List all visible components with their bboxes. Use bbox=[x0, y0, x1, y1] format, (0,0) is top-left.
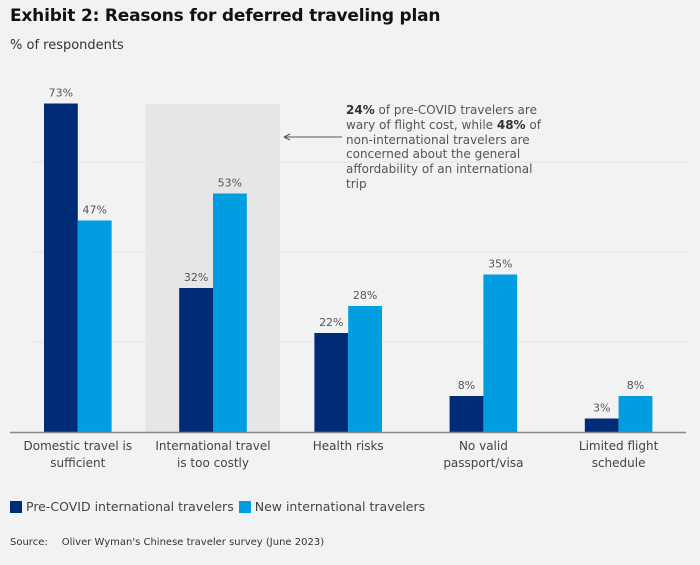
annotation-bold-1: 24% bbox=[346, 103, 375, 117]
annotation-text-2: of non-international travelers are conce… bbox=[346, 117, 541, 191]
bar bbox=[618, 396, 653, 432]
data-label: 22% bbox=[319, 316, 343, 329]
data-label: 35% bbox=[488, 258, 512, 271]
legend: Pre-COVID international travelers New in… bbox=[10, 499, 430, 514]
data-label: 73% bbox=[49, 87, 73, 100]
bar bbox=[449, 396, 484, 432]
bar bbox=[348, 306, 382, 432]
category-label: Limited flight bbox=[579, 439, 659, 453]
bar bbox=[483, 274, 518, 432]
legend-swatch-new bbox=[238, 500, 251, 513]
source-text: Oliver Wyman's Chinese traveler survey (… bbox=[61, 537, 325, 548]
bar bbox=[213, 193, 247, 432]
data-label: 8% bbox=[627, 379, 644, 392]
data-label: 32% bbox=[184, 271, 208, 284]
data-label: 8% bbox=[458, 379, 475, 392]
chart-title: Exhibit 2: Reasons for deferred travelin… bbox=[10, 6, 441, 26]
category-label: sufficient bbox=[50, 456, 105, 470]
legend-label-pre-covid: Pre-COVID international travelers bbox=[26, 499, 234, 514]
category-label: Health risks bbox=[313, 439, 384, 453]
category-label: is too costly bbox=[177, 456, 249, 470]
bar bbox=[179, 288, 213, 432]
legend-label-new: New international travelers bbox=[254, 499, 426, 514]
legend-swatch-pre-covid bbox=[10, 500, 22, 513]
data-label: 28% bbox=[353, 289, 377, 302]
bar bbox=[44, 103, 78, 432]
annotation-text: 24% of pre-COVID travelers are wary of f… bbox=[346, 103, 546, 192]
bar bbox=[314, 333, 349, 432]
data-label: 47% bbox=[82, 204, 106, 217]
bar bbox=[584, 418, 619, 432]
legend-item-pre-covid: Pre-COVID international travelers bbox=[10, 499, 234, 514]
annotation-arrow-head bbox=[283, 133, 291, 141]
category-label: schedule bbox=[592, 456, 646, 470]
bar bbox=[77, 220, 112, 432]
annotation-bold-2: 48% bbox=[496, 117, 526, 132]
bar-chart: 73% 47% Domestic travel is sufficient 32% 53%… bbox=[10, 87, 686, 470]
source-label: Source: bbox=[10, 537, 48, 548]
category-label: No valid bbox=[459, 439, 508, 453]
data-label: 3% bbox=[593, 402, 610, 415]
legend-item-new: New international travelers bbox=[238, 499, 426, 514]
category-label: passport/visa bbox=[443, 456, 523, 470]
source-note: Source: Oliver Wyman's Chinese traveler s… bbox=[10, 537, 324, 548]
category-label: International travel bbox=[155, 439, 270, 453]
annotation-text-1: of pre-COVID travelers are wary of fligh… bbox=[346, 103, 537, 132]
category-label: Domestic travel is bbox=[24, 439, 133, 453]
chart-subtitle: % of respondents bbox=[10, 38, 124, 53]
data-label: 53% bbox=[218, 177, 242, 190]
